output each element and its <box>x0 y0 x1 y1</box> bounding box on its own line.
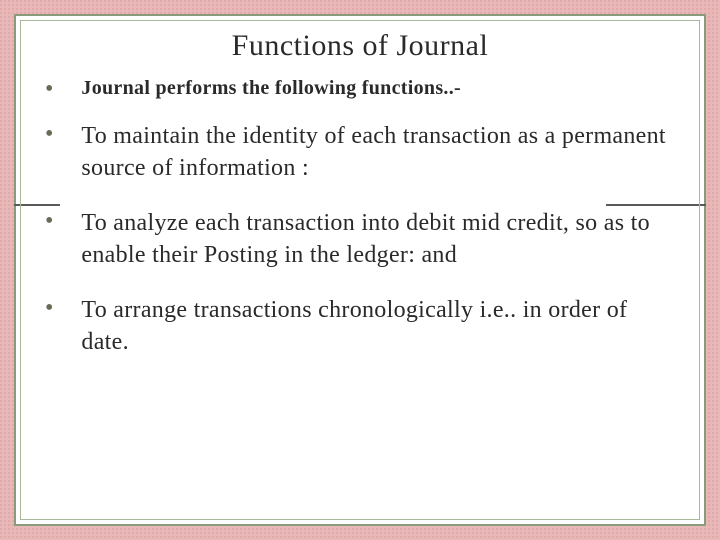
bullet-icon: • <box>45 122 53 146</box>
list-item: • Journal performs the following functio… <box>45 75 675 102</box>
point-text: To maintain the identity of each transac… <box>81 120 675 185</box>
bullet-icon: • <box>45 77 53 101</box>
slide-outer-frame: Functions of Journal • Journal performs … <box>14 14 706 526</box>
list-item: • To arrange transactions chronologicall… <box>45 294 675 359</box>
point-text: To arrange transactions chronologically … <box>81 294 675 359</box>
list-item: • To analyze each transaction into debit… <box>45 207 675 272</box>
slide-inner-frame: Functions of Journal • Journal performs … <box>20 20 700 520</box>
bullet-list: • Journal performs the following functio… <box>45 75 675 358</box>
bullet-icon: • <box>45 209 53 233</box>
slide-title: Functions of Journal <box>45 29 675 63</box>
bullet-icon: • <box>45 296 53 320</box>
intro-text: Journal performs the following functions… <box>81 75 461 102</box>
list-item: • To maintain the identity of each trans… <box>45 120 675 185</box>
point-text: To analyze each transaction into debit m… <box>81 207 675 272</box>
